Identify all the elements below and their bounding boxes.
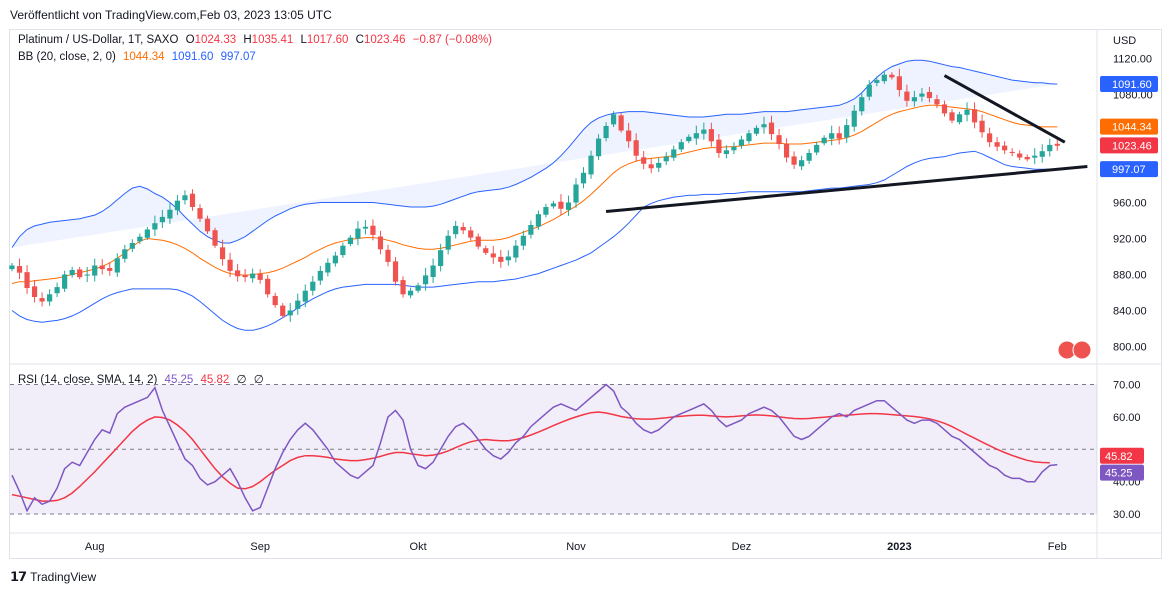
symbol-name: Platinum / US-Dollar, 1T, SAXO xyxy=(18,34,179,46)
rsi-name: RSI (14, close, SMA, 14, 2) xyxy=(18,374,158,386)
tradingview-logo-icon: 𝟭𝟳 xyxy=(10,569,27,584)
change-value: −0.87 (−0.08%) xyxy=(412,34,493,46)
price-legend: Platinum / US-Dollar, 1T, SAXO O1024.33 … xyxy=(18,34,500,46)
published-note: Veröffentlicht von TradingView.com,Feb 0… xyxy=(10,8,332,22)
tradingview-brand[interactable]: 𝟭𝟳 TradingView xyxy=(10,569,96,585)
bb-name: BB (20, close, 2, 0) xyxy=(18,51,116,63)
rsi-legend: RSI (14, close, SMA, 14, 2) 45.25 45.82 … xyxy=(18,374,264,386)
ohlc-values: O1024.33 H1035.41 L1017.60 C1023.46 −0.8… xyxy=(185,34,493,46)
open-value: 1024.33 xyxy=(194,34,237,46)
rsi-ma-value: 45.82 xyxy=(200,374,230,386)
bb-lower-value: 997.07 xyxy=(220,51,256,63)
rsi-value: 45.25 xyxy=(164,374,194,386)
bb-upper-value: 1091.60 xyxy=(171,51,214,63)
high-value: 1035.41 xyxy=(251,34,294,46)
bb-legend: BB (20, close, 2, 0) 1044.34 1091.60 997… xyxy=(18,51,260,63)
bb-basis-value: 1044.34 xyxy=(123,51,165,63)
low-value: 1017.60 xyxy=(306,34,349,46)
brand-name: TradingView xyxy=(30,570,97,584)
close-value: 1023.46 xyxy=(363,34,406,46)
chart-frame xyxy=(9,29,1162,559)
